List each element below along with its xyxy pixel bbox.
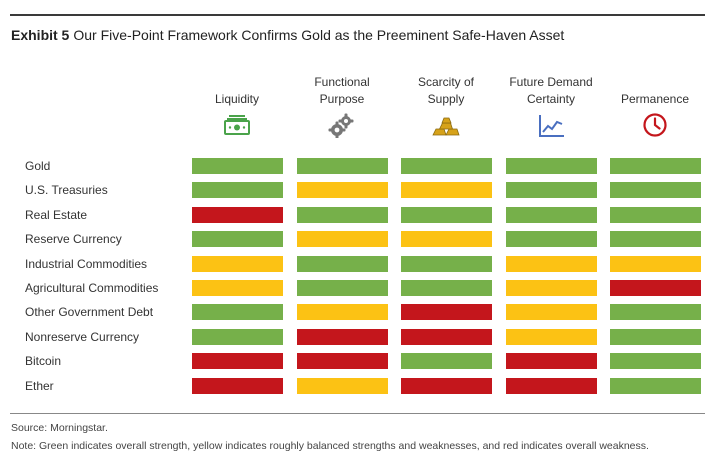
rating-cell-red <box>297 328 388 345</box>
rating-cell-yellow <box>297 377 388 394</box>
rating-cell-red <box>610 280 701 296</box>
column-header-line: Purpose <box>319 92 365 106</box>
rating-cell-yellow <box>401 231 492 248</box>
rating-cell-yellow <box>297 231 388 248</box>
column-header: Permanence <box>599 62 711 108</box>
column-header: Future Demand Certainty <box>495 62 607 108</box>
rating-cell-green <box>610 377 701 394</box>
rating-cell-green <box>506 231 597 248</box>
rating-cell-red <box>401 328 492 345</box>
gears-icon <box>327 112 357 139</box>
exhibit-title-text: Our Five-Point Framework Confirms Gold a… <box>73 27 565 43</box>
rating-cell-yellow <box>506 328 597 345</box>
rating-cell-yellow <box>297 304 388 321</box>
rating-cell-yellow <box>506 255 597 272</box>
rating-cell-green <box>610 304 701 321</box>
rating-cell-green <box>192 158 283 174</box>
row-label: Other Government Debt <box>25 305 154 320</box>
row-label: Nonreserve Currency <box>25 329 140 344</box>
gold-bars-icon <box>431 112 461 138</box>
rating-cell-red <box>401 377 492 394</box>
rating-cell-green <box>401 280 492 296</box>
rating-cell-green <box>192 231 283 248</box>
rating-cell-green <box>506 182 597 199</box>
column-header: Liquidity <box>181 62 293 108</box>
rating-cell-green <box>610 328 701 345</box>
rating-cell-red <box>506 377 597 394</box>
row-label: Real Estate <box>25 207 88 222</box>
rating-cell-yellow <box>192 280 283 296</box>
row-label: Ether <box>25 378 54 393</box>
rating-cell-green <box>297 206 388 223</box>
rating-cell-green <box>401 158 492 174</box>
row-label: Reserve Currency <box>25 232 122 247</box>
rating-cell-green <box>610 231 701 248</box>
rating-cell-yellow <box>506 304 597 321</box>
clock-icon <box>640 112 670 138</box>
source-note: Source: Morningstar. <box>11 422 108 434</box>
rating-cell-yellow <box>401 182 492 199</box>
rating-cell-green <box>401 353 492 370</box>
column-header-line: Permanence <box>620 92 690 106</box>
row-label: Agricultural Commodities <box>25 281 159 295</box>
rating-cell-green <box>192 328 283 345</box>
column-header: Functional Purpose <box>286 62 398 108</box>
column-header-line: Scarcity of <box>417 75 474 89</box>
rating-cell-green <box>610 353 701 370</box>
rating-cell-yellow <box>297 182 388 199</box>
rating-cell-green <box>610 158 701 174</box>
rating-cell-red <box>297 353 388 370</box>
column-header-line: Supply <box>427 92 465 106</box>
column-header: Scarcity of Supply <box>390 62 502 108</box>
exhibit-title: Exhibit 5 Our Five-Point Framework Confir… <box>11 27 564 43</box>
rating-cell-red <box>192 377 283 394</box>
top-rule <box>10 14 705 16</box>
rating-cell-red <box>401 304 492 321</box>
rating-cell-green <box>192 182 283 199</box>
rating-cell-red <box>192 353 283 370</box>
row-label: Bitcoin <box>25 354 62 369</box>
row-label: Gold <box>25 159 51 173</box>
rating-cell-yellow <box>610 255 701 272</box>
rating-cell-red <box>192 206 283 223</box>
column-header-line: Functional <box>314 75 370 89</box>
rating-cell-green <box>506 206 597 223</box>
money-bills-icon <box>222 112 252 138</box>
row-label: U.S. Treasuries <box>25 183 108 198</box>
column-header-line: Liquidity <box>214 92 260 106</box>
row-label: Industrial Commodities <box>25 256 148 271</box>
column-header-line: Certainty <box>526 92 576 106</box>
rating-cell-green <box>297 158 388 174</box>
line-chart-icon <box>536 112 566 138</box>
rating-cell-green <box>506 158 597 174</box>
rating-cell-green <box>297 255 388 272</box>
rating-cell-green <box>297 280 388 296</box>
rating-cell-yellow <box>192 255 283 272</box>
rating-cell-green <box>192 304 283 321</box>
rating-cell-green <box>401 206 492 223</box>
rating-cell-red <box>506 353 597 370</box>
bottom-rule <box>10 413 705 414</box>
exhibit-number: Exhibit 5 <box>11 27 70 43</box>
rating-cell-green <box>401 255 492 272</box>
color-note: Note: Green indicates overall strength, … <box>11 440 649 452</box>
rating-cell-yellow <box>506 280 597 296</box>
column-header-line: Future Demand <box>509 75 593 89</box>
rating-cell-green <box>610 206 701 223</box>
rating-cell-green <box>610 182 701 199</box>
